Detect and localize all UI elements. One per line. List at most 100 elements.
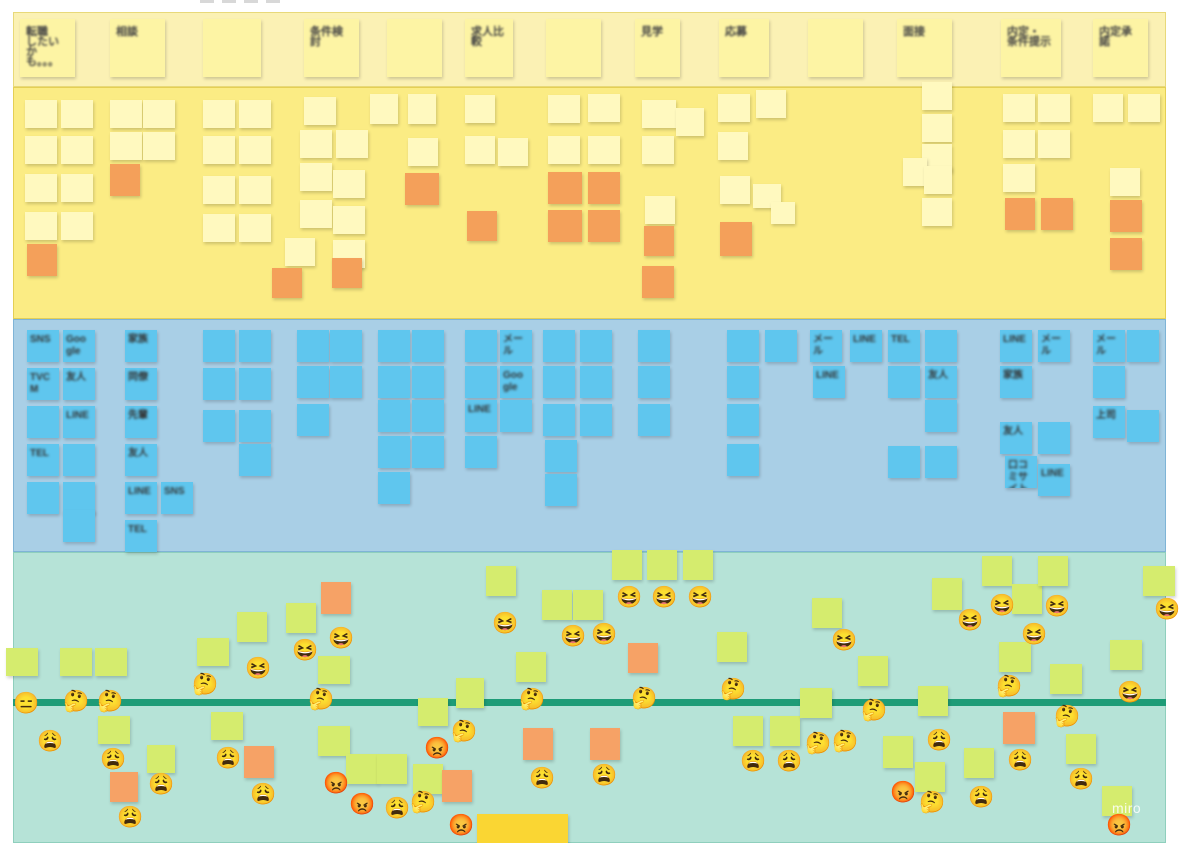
touchpoint-note[interactable] [330,366,362,398]
pain-point-note[interactable] [548,210,582,242]
action-note[interactable] [239,176,271,204]
emotion-note[interactable] [683,550,713,580]
thinking-face-icon[interactable]: 🤔 [861,699,888,722]
thinking-face-icon[interactable]: 🤔 [720,678,747,701]
action-note[interactable] [300,130,332,158]
emotion-note[interactable] [197,638,229,666]
touchpoint-note[interactable] [638,366,670,398]
thinking-face-icon[interactable]: 🤔 [832,730,859,753]
touchpoint-note[interactable]: LINE [850,330,882,362]
action-note[interactable] [300,200,332,228]
touchpoint-note[interactable] [543,366,575,398]
action-note[interactable] [370,94,398,124]
touchpoint-note[interactable] [239,410,271,442]
action-note[interactable] [720,176,750,204]
touchpoint-note[interactable]: 同僚 [125,368,157,400]
touchpoint-note[interactable]: SNS [27,330,59,362]
action-note[interactable] [922,198,952,226]
touchpoint-note[interactable] [465,330,497,362]
pouting-face-icon[interactable]: 😡 [1106,814,1133,837]
stage-header-note[interactable] [203,19,261,77]
stage-header-note[interactable]: 応募 [719,19,769,77]
pouting-face-icon[interactable]: 😡 [424,737,451,760]
pain-point-note[interactable] [332,258,362,288]
grinning-squinting-face-icon[interactable]: 😆 [831,629,858,652]
touchpoint-note[interactable]: Google [500,366,532,398]
action-note[interactable] [922,114,952,142]
touchpoint-note[interactable]: メール [500,330,532,362]
grinning-squinting-face-icon[interactable]: 😆 [687,586,714,609]
emotion-note[interactable] [1050,664,1082,694]
stage-header-note[interactable]: 相談 [110,19,165,77]
action-note[interactable] [1128,94,1160,122]
touchpoint-note[interactable] [580,330,612,362]
touchpoint-note[interactable] [1127,410,1159,442]
emotion-note[interactable] [770,716,800,746]
action-note[interactable] [642,100,676,128]
thinking-face-icon[interactable]: 🤔 [996,675,1023,698]
expressionless-face-icon[interactable]: 😑 [13,692,40,715]
action-note[interactable] [300,163,332,191]
grinning-squinting-face-icon[interactable]: 😆 [591,623,618,646]
action-note[interactable] [143,100,175,128]
action-note[interactable] [61,174,93,202]
touchpoint-note[interactable]: 先輩 [125,406,157,438]
touchpoint-note[interactable] [412,400,444,432]
emotion-note[interactable] [542,590,572,620]
touchpoint-note[interactable] [378,472,410,504]
weary-face-icon[interactable]: 😩 [776,750,803,773]
callout-note[interactable] [477,814,568,843]
action-note[interactable] [285,238,315,266]
stage-header-note[interactable]: 条件検討 [304,19,359,77]
touchpoint-note[interactable] [203,368,235,400]
emotion-note[interactable] [999,642,1031,672]
pain-point-note[interactable] [272,268,302,298]
weary-face-icon[interactable]: 😩 [591,764,618,787]
weary-face-icon[interactable]: 😩 [968,786,995,809]
touchpoint-note[interactable] [1127,330,1159,362]
emotion-note[interactable] [321,582,351,614]
emotion-note[interactable] [418,698,448,726]
touchpoint-note[interactable] [580,366,612,398]
touchpoint-note[interactable] [888,446,920,478]
stage-header-note[interactable]: 内定・ 条件提示 [1001,19,1061,77]
pain-point-note[interactable] [720,222,752,256]
emotion-note[interactable] [1066,734,1096,764]
emotion-note[interactable] [982,556,1012,586]
thinking-face-icon[interactable]: 🤔 [410,791,437,814]
weary-face-icon[interactable]: 😩 [740,750,767,773]
action-note[interactable] [1038,130,1070,158]
touchpoint-note[interactable] [545,440,577,472]
emotion-note[interactable] [932,578,962,610]
action-note[interactable] [903,158,927,186]
emotion-note[interactable] [733,716,763,746]
action-note[interactable] [676,108,704,136]
emotion-note[interactable] [318,726,350,756]
action-note[interactable] [61,100,93,128]
touchpoint-note[interactable]: TEL [27,444,59,476]
emotion-note[interactable] [456,678,484,708]
touchpoint-note[interactable] [543,330,575,362]
pain-point-note[interactable] [588,172,620,204]
pouting-face-icon[interactable]: 😡 [890,781,917,804]
touchpoint-note[interactable] [239,330,271,362]
touchpoint-note[interactable] [378,436,410,468]
emotion-note[interactable] [244,746,274,778]
action-note[interactable] [61,136,93,164]
grinning-squinting-face-icon[interactable]: 😆 [989,594,1016,617]
touchpoint-note[interactable] [727,404,759,436]
pain-point-note[interactable] [644,226,674,256]
touchpoint-note[interactable] [500,400,532,432]
weary-face-icon[interactable]: 😩 [926,729,953,752]
touchpoint-note[interactable] [543,404,575,436]
grinning-squinting-face-icon[interactable]: 😆 [1021,623,1048,646]
emotion-note[interactable] [1038,556,1068,586]
emotion-note[interactable] [573,590,603,620]
touchpoint-note[interactable] [888,366,920,398]
grinning-squinting-face-icon[interactable]: 😆 [560,625,587,648]
thinking-face-icon[interactable]: 🤔 [192,673,219,696]
touchpoint-note[interactable]: 上司 [1093,406,1125,438]
action-note[interactable] [588,136,620,164]
action-note[interactable] [922,82,952,110]
touchpoint-note[interactable] [545,474,577,506]
